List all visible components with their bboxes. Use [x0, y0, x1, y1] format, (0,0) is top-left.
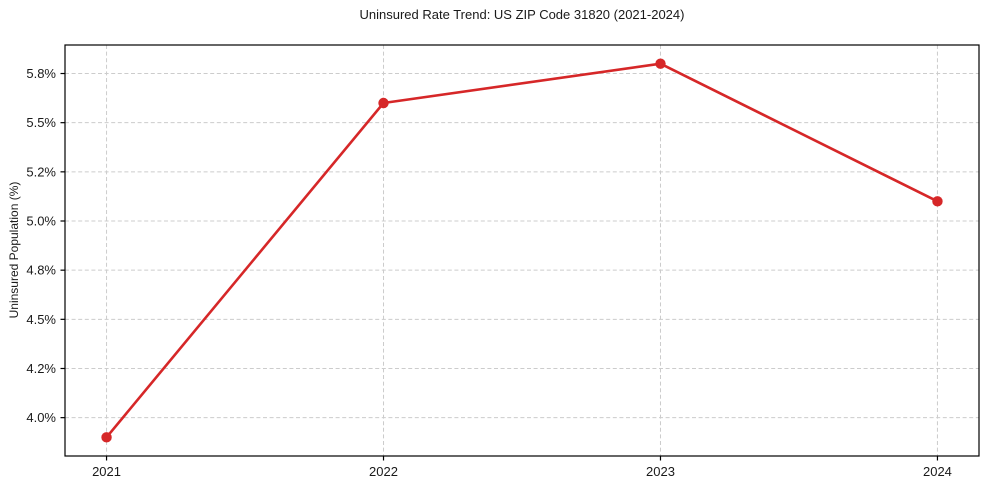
svg-text:2024: 2024	[923, 464, 952, 479]
plot-border	[64, 44, 980, 457]
data-point-markers	[101, 58, 943, 443]
y-tick-labels: 4.0% 4.2% 4.5% 4.8% 5.0% 5.2% 5.5% 5.8%	[26, 66, 56, 425]
svg-text:2023: 2023	[646, 464, 675, 479]
svg-text:5.2%: 5.2%	[26, 164, 56, 179]
svg-text:4.2%: 4.2%	[26, 361, 56, 376]
svg-text:4.5%: 4.5%	[26, 312, 56, 327]
svg-text:5.0%: 5.0%	[26, 214, 56, 229]
svg-text:2021: 2021	[92, 464, 121, 479]
svg-text:2022: 2022	[369, 464, 398, 479]
svg-text:5.5%: 5.5%	[26, 115, 56, 130]
svg-text:5.8%: 5.8%	[26, 66, 56, 81]
axis-ticks	[60, 72, 939, 461]
x-tick-labels: 2021 2022 2023 2024	[92, 464, 952, 479]
data-series-line	[105, 62, 939, 439]
grid-lines	[65, 45, 979, 456]
svg-text:4.8%: 4.8%	[26, 263, 56, 278]
chart-title: Uninsured Rate Trend: US ZIP Code 31820 …	[359, 7, 685, 22]
svg-text:4.0%: 4.0%	[26, 410, 56, 425]
